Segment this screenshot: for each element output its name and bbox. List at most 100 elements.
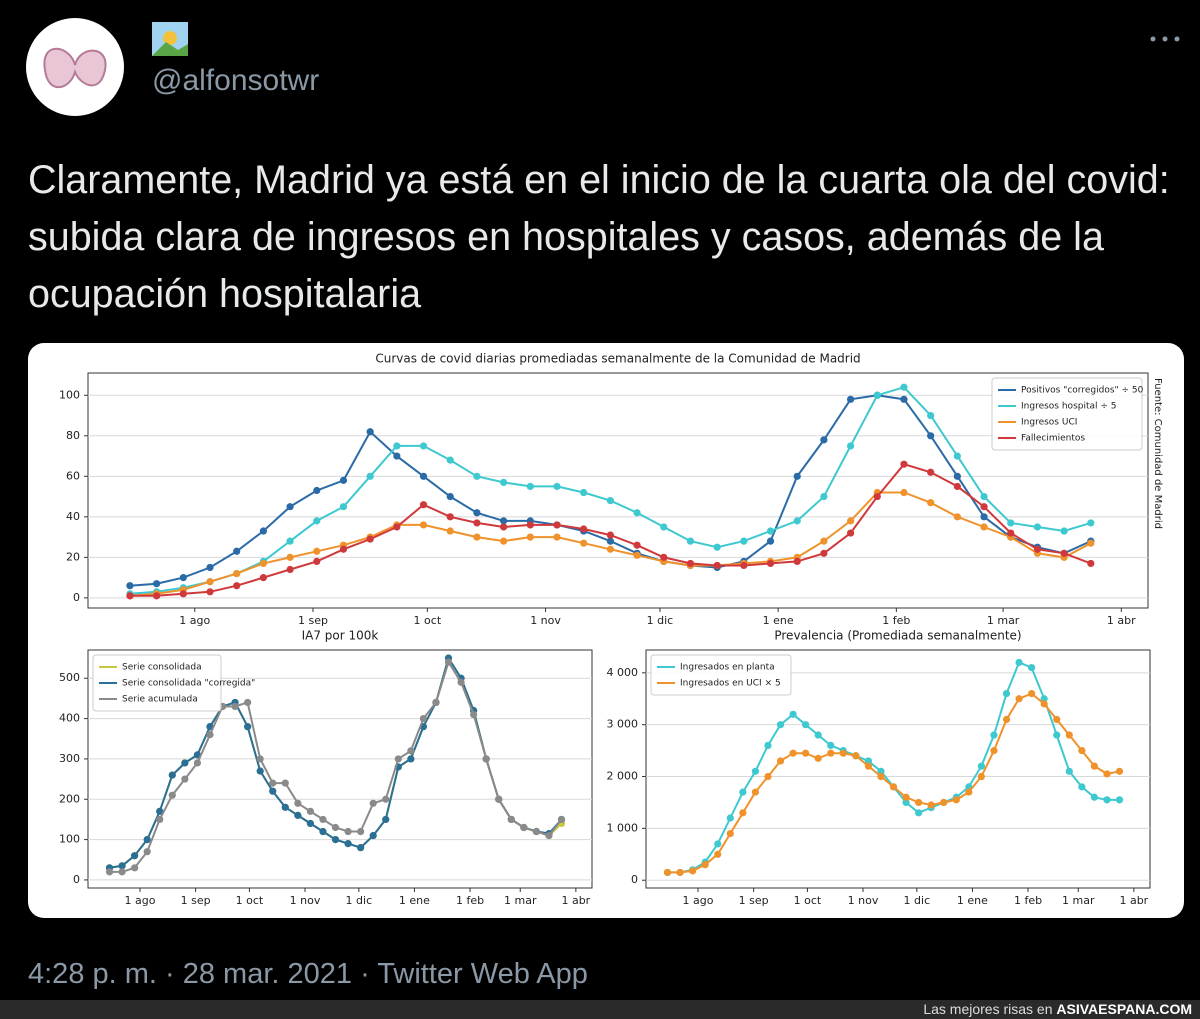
data-point <box>366 428 374 436</box>
data-point <box>953 482 961 491</box>
chart-title: IA7 por 100k <box>302 629 379 643</box>
x-tick-label: 1 nov <box>530 614 561 627</box>
more-menu[interactable] <box>1150 36 1180 42</box>
data-point <box>407 747 415 755</box>
data-point <box>382 815 390 824</box>
data-point <box>473 472 481 480</box>
data-point <box>580 488 588 497</box>
data-point <box>482 755 490 763</box>
data-point <box>181 775 189 783</box>
data-point <box>889 783 898 791</box>
data-point <box>118 862 126 870</box>
x-tick-label: 1 ago <box>179 614 210 627</box>
timestamp[interactable]: 4:28 p. m. · 28 mar. 2021 · Twitter Web … <box>28 958 588 990</box>
data-point <box>802 749 810 757</box>
data-point <box>877 767 885 775</box>
data-point <box>294 799 302 807</box>
data-point <box>126 582 134 590</box>
data-point <box>286 503 294 511</box>
data-point <box>306 807 315 815</box>
x-tick-label: 1 sep <box>739 894 769 907</box>
data-point <box>714 850 722 858</box>
x-tick-label: 1 ago <box>125 894 156 907</box>
data-point <box>751 788 760 796</box>
data-point <box>1087 539 1095 547</box>
data-point <box>553 533 561 541</box>
data-point <box>1040 700 1048 708</box>
data-point <box>126 592 134 600</box>
data-point <box>846 442 855 450</box>
data-point <box>793 517 801 525</box>
data-point <box>789 749 797 757</box>
footer-site[interactable]: ASIVAESPANA.COM <box>1056 1001 1192 1017</box>
x-tick-label: 1 abr <box>561 894 590 907</box>
footer-bar: Las mejores risas en ASIVAESPANA.COM <box>0 1000 1200 1019</box>
data-point <box>393 442 401 450</box>
data-point <box>366 472 374 480</box>
data-point <box>193 759 202 767</box>
data-point <box>419 472 428 480</box>
legend-label: Serie consolidada "corregida" <box>122 679 255 689</box>
data-point <box>927 468 935 476</box>
y-tick-label: 60 <box>66 469 80 482</box>
x-tick-label: 1 sep <box>298 614 328 627</box>
data-point <box>500 523 508 531</box>
legend-label: Ingresos UCI <box>1021 418 1077 428</box>
data-point <box>206 563 214 572</box>
data-point <box>526 521 534 529</box>
data-point <box>952 796 960 804</box>
data-point <box>820 492 828 501</box>
data-point <box>344 827 352 836</box>
data-point <box>953 513 961 521</box>
legend: Positivos "corregidos" ÷ 50 Ingresos hosp… <box>991 377 1144 451</box>
data-point <box>606 531 614 539</box>
data-point <box>357 827 365 836</box>
x-tick-label: 1 ene <box>399 894 430 907</box>
data-point <box>206 588 214 596</box>
data-point <box>1028 664 1036 672</box>
data-point <box>473 519 481 527</box>
x-tick-label: 1 ene <box>957 894 988 907</box>
data-point <box>740 537 748 545</box>
data-point <box>606 545 614 553</box>
data-point <box>606 537 614 545</box>
data-point <box>900 488 908 497</box>
data-point <box>873 492 881 501</box>
data-point <box>393 523 401 531</box>
data-point <box>814 754 822 762</box>
source-note: Fuente: Comunidad de Madrid <box>1152 378 1163 529</box>
data-point <box>131 852 139 860</box>
data-point <box>1007 519 1015 527</box>
data-point <box>382 795 390 803</box>
data-point <box>259 574 267 582</box>
y-tick-label: 80 <box>66 429 80 442</box>
y-tick-label: 0 <box>631 873 638 886</box>
legend-label: Ingresados en UCI × 5 <box>680 679 781 689</box>
data-point <box>900 395 908 403</box>
x-tick-label: 1 mar <box>504 894 537 907</box>
data-point <box>776 757 785 765</box>
data-point <box>1015 695 1023 703</box>
user-handle[interactable]: @alfonsotwr <box>152 64 320 97</box>
data-point <box>118 868 126 876</box>
chart-title: Curvas de covid diarias promediadas sema… <box>375 352 860 366</box>
data-point <box>1033 523 1042 531</box>
data-point <box>927 499 935 507</box>
data-point <box>953 472 961 480</box>
data-point <box>1090 762 1098 770</box>
data-point <box>233 582 241 590</box>
data-point <box>500 517 508 525</box>
data-point <box>846 395 855 403</box>
data-point <box>446 456 454 464</box>
x-tick-label: 1 abr <box>1107 614 1136 627</box>
data-point <box>900 383 908 391</box>
data-point <box>900 460 908 468</box>
data-point <box>990 746 998 755</box>
data-point <box>306 819 315 828</box>
data-point <box>839 749 847 757</box>
data-point <box>286 537 294 545</box>
data-point <box>495 795 503 803</box>
data-point <box>980 503 988 511</box>
data-point <box>131 864 139 872</box>
data-point <box>419 714 428 723</box>
